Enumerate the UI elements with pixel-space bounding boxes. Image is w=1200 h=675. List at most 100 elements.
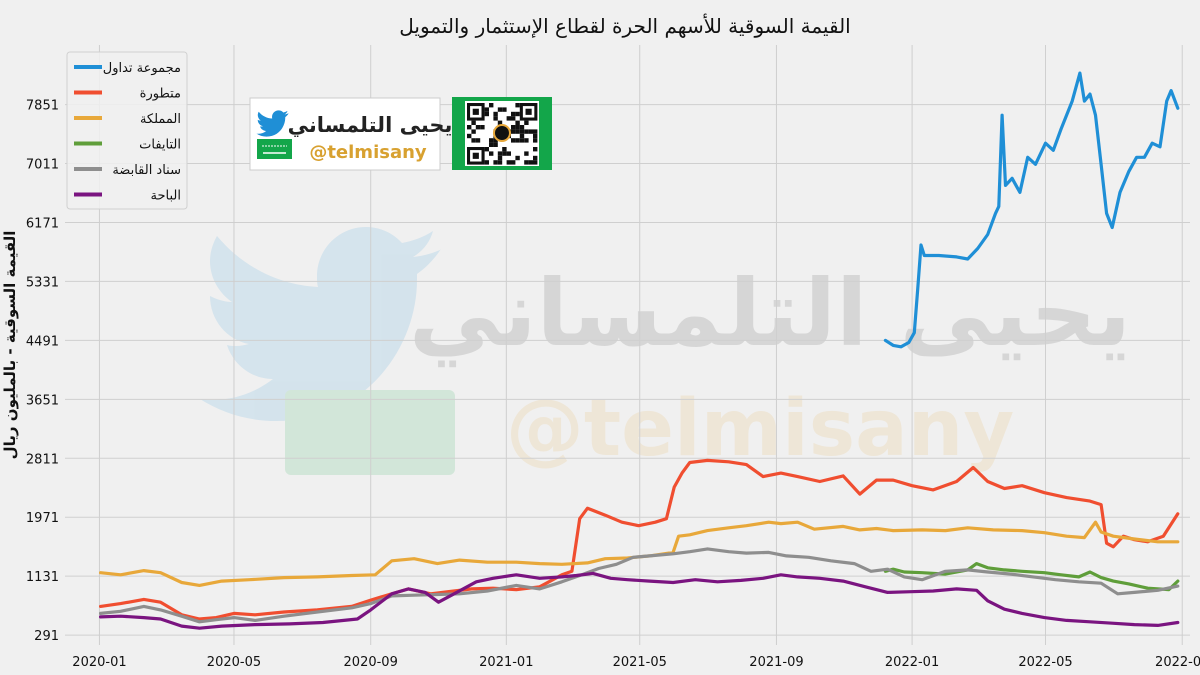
qr-module [484,147,489,152]
qr-module [515,103,520,108]
qr-module [515,125,520,130]
qr-module [471,120,476,125]
qr-module [515,138,520,143]
qr-module [475,138,481,143]
y-tick-label: 5331 [26,275,59,290]
legend-entry: المملكة [140,112,181,127]
y-tick-label: 291 [34,629,59,644]
qr-module [524,129,529,134]
qr-module [484,160,489,165]
qr-module [524,160,529,165]
x-tick-label: 2022-05 [1018,655,1072,670]
qr-module [524,120,529,125]
qr-module [489,138,494,143]
series-line-3 [883,562,1180,592]
legend: مجموعة تداول متطورة المملكة التايفات سناد ال… [66,51,188,210]
qr-module [533,133,538,139]
qr-module [484,111,489,117]
qr-module [471,138,476,143]
qr-module [506,116,511,121]
y-axis-label: القيمة السوقية - بالمليون ريال [1,231,19,460]
x-tick-label: 2021-01 [479,655,533,670]
x-tick-label: 2021-05 [613,655,667,670]
qr-module [480,125,485,130]
qr-module [471,129,476,134]
x-tick-label: 2022-01 [885,655,939,670]
qr-module [502,151,507,156]
qr-code-icon [465,101,539,166]
qr-module [511,125,516,130]
branding-name: يحيى التلمساني [288,113,453,137]
qr-module [533,160,538,165]
qr-module [511,129,516,134]
qr-module [467,133,472,139]
qr-module [497,160,503,165]
watermark-name: يحيى التلمساني [409,260,1131,367]
legend-entry: سناد القابضة [112,163,181,178]
qr-module [497,151,503,156]
qr-module [489,142,494,147]
x-tick-label: 2022-09 [1155,655,1200,670]
qr-module [497,120,503,125]
x-tick-label: 2020-05 [207,655,261,670]
qr-module [493,116,498,121]
qr-module [497,155,503,161]
qr-module [506,160,511,165]
qr-module [467,125,472,130]
y-tick-label: 1131 [26,570,59,585]
qr-module [533,155,538,161]
watermark-twitter-icon [200,227,441,421]
qr-module [519,138,525,143]
legend-entry: مجموعة تداول [103,61,181,76]
qr-module [511,116,516,121]
qr-module [528,129,533,134]
y-tick-label: 7851 [26,99,59,114]
twitter-bird-icon [256,110,289,137]
legend-entry: متطورة [140,87,181,102]
watermark-flag-icon [285,390,455,475]
legend-entry: التايفات [139,138,181,153]
series-line-5 [99,571,1180,630]
legend-entry: الباحة [151,189,181,204]
chart-title: القيمة السوقية للأسهم الحرة لقطاع الإستث… [399,14,850,38]
qr-module [519,133,525,139]
watermark: يحيى التلمساني @telmisany [200,227,1131,475]
qr-finder-dot [525,108,532,115]
y-tick-label: 6171 [26,216,59,231]
qr-module [497,107,503,112]
qr-module [533,129,538,134]
x-tick-label: 2020-09 [344,655,398,670]
qr-module [528,160,533,165]
y-tick-label: 4491 [26,334,59,349]
qr-center-logo [493,124,511,142]
series-line-1 [99,458,1180,621]
qr-module [489,103,494,108]
y-tick-label: 2811 [26,452,59,467]
qr-module [515,111,520,117]
qr-module [524,138,529,143]
qr-module [506,151,511,156]
qr-module [515,120,520,125]
qr-module [511,138,516,143]
qr-finder-dot [472,108,479,115]
qr-module [493,142,498,147]
watermark-handle: @telmisany [506,384,1014,474]
qr-module [502,107,507,112]
qr-module [511,111,516,117]
series-lines [99,71,1180,630]
qr-module [519,125,525,130]
qr-module [502,147,507,152]
series-line-4 [99,547,1180,624]
qr-module [524,151,529,156]
series-line-2 [99,520,1180,587]
qr-module [493,111,498,117]
qr-module [533,147,538,152]
x-tick-label: 2020-01 [72,655,126,670]
branding-handle: @telmisany [309,142,427,163]
qr-module [493,160,498,165]
qr-finder-dot [472,152,479,159]
qr-module [511,160,516,165]
saudi-flag-icon [257,139,292,159]
